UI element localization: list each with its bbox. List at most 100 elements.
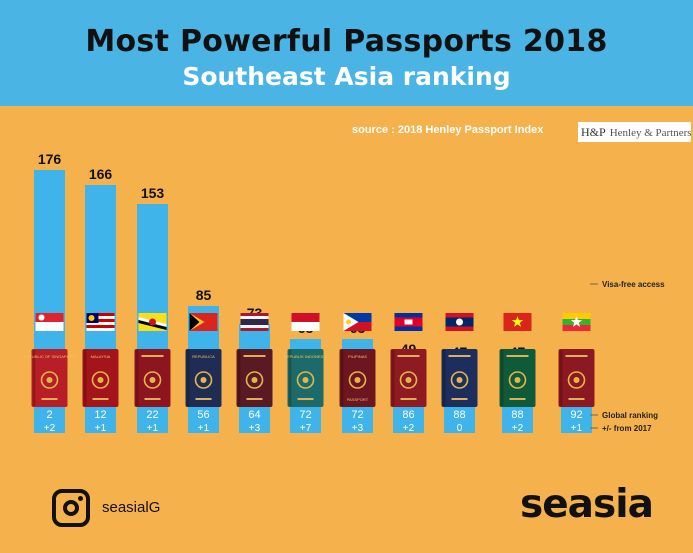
value-label-timor-leste: 85 [196, 287, 212, 303]
global-rank-brunei: 22 [146, 409, 158, 421]
flag-white-band [291, 322, 320, 331]
flag-stripe [86, 319, 115, 322]
passport-subtitle-line [144, 398, 161, 400]
flag-malaysia [86, 313, 115, 331]
flag-white-band [35, 322, 64, 331]
passport-emblem [296, 371, 315, 389]
passport-spine [135, 350, 139, 406]
passport-subtitle-line [195, 398, 212, 400]
instagram-lens [63, 500, 79, 516]
flag-moon [456, 318, 463, 326]
passport-spine [559, 350, 563, 406]
passport-subtitle-line [297, 398, 314, 400]
passport-emblem-center [514, 377, 521, 383]
rank-change-singapore: +2 [44, 423, 56, 434]
passport-title: MALAYSIA [91, 354, 111, 359]
flag-vietnam [503, 313, 532, 331]
global-rank-singapore: 2 [46, 409, 52, 421]
flag-star [570, 316, 583, 327]
passport-subtitle: PASSPORT [347, 397, 369, 402]
rank-change-cambodia: +2 [403, 423, 415, 434]
global-rank-indonesia: 72 [299, 409, 311, 421]
flag-red-band [562, 325, 591, 331]
passport-title-line [397, 355, 420, 357]
flag-blue-band [394, 326, 423, 331]
passport-subtitle-line [400, 398, 417, 400]
flag-stripe [86, 313, 115, 316]
rank-change-brunei: +1 [147, 423, 159, 434]
passport-emblem [399, 371, 418, 389]
flag-stripe [240, 316, 269, 319]
passport-thailand [236, 349, 273, 407]
flag-star [511, 316, 524, 327]
rank-change-indonesia: +7 [300, 423, 312, 434]
global-rank-timor-leste: 56 [197, 409, 209, 421]
passport-subtitle-line [451, 398, 468, 400]
flag-singapore [35, 313, 64, 331]
passport-emblem-center [251, 377, 258, 383]
passport-emblem-center [573, 377, 580, 383]
passport-emblem [567, 371, 586, 389]
passport-laos [441, 349, 478, 407]
rank-change-myanmar: +1 [571, 423, 583, 434]
passport-spine [500, 350, 504, 406]
value-label-brunei: 153 [141, 185, 165, 201]
page-title: Most Powerful Passports 2018 [85, 24, 608, 59]
flag-black-triangle [189, 313, 200, 331]
flag-blue-band [343, 313, 372, 322]
passport-emblem [40, 371, 59, 389]
flag-stripe [86, 325, 115, 328]
passport-spine [442, 350, 446, 406]
rank-change-vietnam: +2 [512, 423, 524, 434]
flag-philippines [343, 313, 372, 331]
passport-subtitle-line [509, 398, 526, 400]
flag-thailand [240, 313, 269, 331]
passport-emblem [245, 371, 264, 389]
passport-spine [83, 350, 87, 406]
passport-subtitle-line [41, 398, 58, 400]
passport-title: REPUBLIK INDONESIA [284, 354, 327, 359]
passport-spine [237, 350, 241, 406]
passport-emblem [450, 371, 469, 389]
page-subtitle: Southeast Asia ranking [182, 62, 511, 91]
passport-title-line [506, 355, 529, 357]
flag-red-band [445, 313, 474, 318]
instagram-handle: seasialG [102, 499, 161, 516]
flag-temple [404, 319, 413, 325]
passport-emblem-center [456, 377, 463, 383]
flag-laos [445, 313, 474, 331]
source-note: source : 2018 Henley Passport Index [352, 124, 544, 136]
rank-change-timor-leste: +1 [198, 423, 210, 434]
global-rank-myanmar: 92 [570, 409, 582, 421]
flag-indonesia [291, 313, 320, 331]
logo-text: Henley & Partners [609, 127, 691, 139]
passport-emblem-center [354, 377, 361, 383]
passport-emblem [91, 371, 110, 389]
passport-spine [32, 350, 36, 406]
legend-change: +/- from 2017 [602, 424, 652, 433]
global-rank-laos: 88 [453, 409, 465, 421]
passport-emblem-center [405, 377, 412, 383]
passport-myanmar [558, 349, 595, 407]
passport-vietnam [499, 349, 536, 407]
flag-myanmar [562, 313, 591, 331]
flag-stripe [240, 328, 269, 331]
global-rank-thailand: 64 [248, 409, 260, 421]
rank-change-philippines: +3 [352, 423, 364, 434]
global-rank-cambodia: 86 [402, 409, 414, 421]
passport-emblem-center [302, 377, 309, 383]
passport-emblem [143, 371, 162, 389]
passport-subtitle-line [568, 398, 585, 400]
flag-cambodia [394, 313, 423, 331]
passport-timor-leste: REPUBLICA [185, 349, 222, 407]
passport-title: REPUBLIC OF SINGAPORE [24, 354, 76, 359]
passport-emblem-center [46, 377, 53, 383]
passport-title-line [448, 355, 471, 357]
passport-title: REPUBLICA [192, 354, 215, 359]
brand-logo: seasia [520, 482, 654, 527]
flag-stripe [86, 316, 115, 319]
passport-singapore: REPUBLIC OF SINGAPORE [24, 349, 76, 407]
flag-red-band [445, 326, 474, 331]
flag-stripe [240, 325, 269, 328]
